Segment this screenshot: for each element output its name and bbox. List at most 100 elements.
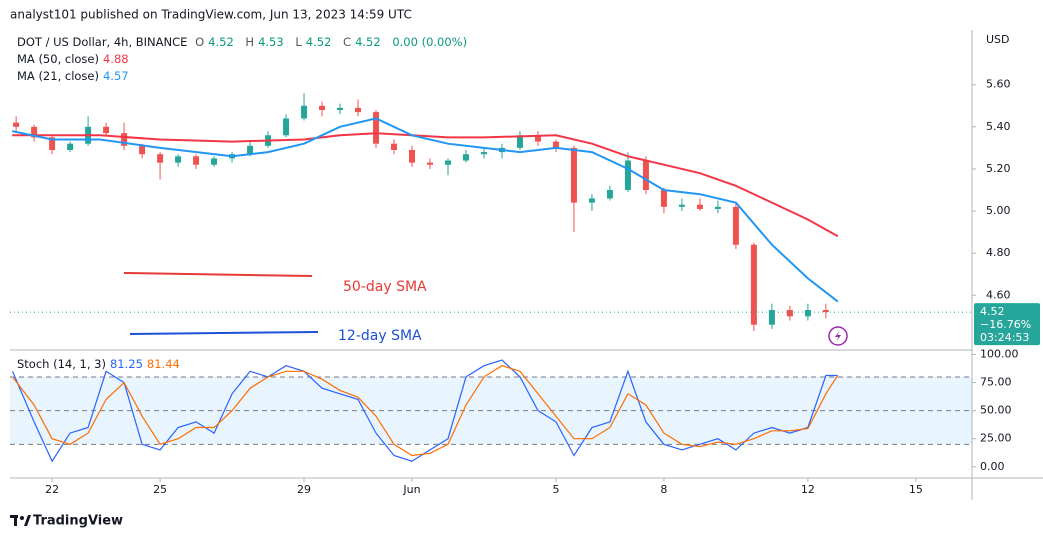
y-tick-label: 0.00 (980, 460, 1005, 473)
candle-body (678, 204, 685, 207)
candle-body (121, 133, 128, 146)
candle-body (157, 154, 164, 163)
ohlc-key: L (295, 35, 302, 49)
y-tick-label: 5.40 (986, 120, 1011, 133)
legend-value: 4.88 (102, 52, 129, 66)
y-tick-label: 50.00 (980, 404, 1012, 417)
candle-body (49, 137, 56, 150)
candle-body (211, 158, 218, 165)
ohlc-value: 4.52 (208, 35, 234, 49)
ohlc: C 4.52 (343, 35, 385, 49)
candle-body (822, 310, 829, 313)
countdown: 03:24:53 (980, 331, 1029, 344)
last-price-box (974, 303, 1040, 346)
legend-label: MA (50, close) (17, 52, 99, 66)
candle-body (750, 244, 757, 325)
x-tick-label: 5 (552, 483, 559, 496)
candle-body (391, 143, 398, 150)
candle-body (103, 126, 110, 134)
x-tick-label: 15 (909, 483, 923, 496)
candle-body (373, 112, 380, 144)
y-tick-label: 5.60 (986, 78, 1011, 91)
candle-body (247, 145, 254, 155)
x-tick-label: Jun (402, 483, 420, 496)
candle-body (660, 190, 667, 207)
legend-row: MA (50, close) 4.88 (17, 52, 133, 66)
candle-body (768, 310, 775, 325)
legend-row: MA (21, close) 4.57 (17, 69, 133, 83)
candle-body (606, 190, 613, 199)
ohlc: L 4.52 (295, 35, 335, 49)
series-line (11, 117, 839, 303)
ohlc-value: 4.52 (305, 35, 332, 49)
candle-body (283, 118, 290, 136)
candle-body (714, 206, 721, 209)
alert-icon (828, 326, 848, 346)
candle-body (516, 135, 523, 148)
y-tick-label: 100.00 (980, 347, 1019, 360)
candle-body (786, 310, 793, 317)
x-tick-label: 25 (153, 483, 167, 496)
ohlc-key: C (343, 35, 352, 49)
change: 0.00 (0.00%) (392, 35, 468, 49)
x-tick-label: 8 (660, 483, 667, 496)
symbol: DOT / US Dollar, 4h, BINANCE (17, 35, 188, 49)
candle-body (355, 107, 362, 113)
candle-body (426, 162, 433, 165)
drawn-line (129, 331, 319, 335)
candle-body (337, 107, 344, 110)
header: analyst101 published on TradingView.com,… (10, 8, 412, 22)
series-line (11, 359, 838, 463)
candle-body (804, 310, 811, 317)
ohlc-key: O (195, 35, 205, 49)
legend-row: Stoch (14, 1, 3) 81.25 81.44 (17, 357, 184, 371)
last-price-label: 4.52 (980, 305, 1005, 318)
legend-value: 4.57 (102, 69, 129, 83)
ohlc-value: 4.52 (355, 35, 381, 49)
logo-icon (10, 515, 31, 526)
annotation: 12-day SMA (338, 328, 422, 344)
candle-body (480, 152, 487, 155)
candle-body (139, 145, 146, 155)
candle-body (642, 160, 649, 190)
legend-label: MA (21, close) (17, 69, 99, 83)
y-tick-label: 4.80 (986, 246, 1011, 259)
candle-body (409, 150, 416, 163)
candle-body (193, 156, 200, 165)
legend-label: Stoch (14, 1, 3) (17, 357, 106, 371)
ohlc-value: 4.53 (258, 35, 284, 49)
candle-body (31, 126, 38, 138)
candle-body (13, 122, 20, 127)
candle-body (696, 204, 703, 209)
candle-body (552, 141, 559, 148)
candle-body (588, 198, 595, 203)
change-label: −16.76% (980, 318, 1031, 331)
candle-body (301, 105, 308, 119)
series-line (12, 365, 839, 457)
candle-body (175, 156, 182, 163)
y-tick-label: 25.00 (980, 432, 1012, 445)
legend-row: DOT / US Dollar, 4h, BINANCE O 4.52 H 4.53… (17, 35, 471, 49)
annotation: 50-day SMA (343, 279, 427, 295)
logo-text: TradingView (33, 514, 123, 529)
candle-body (624, 160, 631, 190)
y-tick-label: 5.20 (986, 162, 1011, 175)
x-tick-label: 22 (45, 483, 59, 496)
drawn-line (123, 272, 313, 277)
candle-body (570, 147, 577, 203)
series-line (12, 132, 839, 238)
legend-value: 81.44 (146, 357, 180, 371)
ohlc: H 4.53 (245, 35, 287, 49)
y-tick-label: 4.60 (986, 288, 1011, 301)
legend-value: 81.25 (109, 357, 143, 371)
axis-unit: USD (986, 33, 1010, 46)
y-tick-label: 75.00 (980, 376, 1012, 389)
candle-body (444, 160, 451, 165)
candle-body (534, 135, 541, 142)
ohlc: O 4.52 (195, 35, 238, 49)
candle-body (67, 143, 74, 150)
candle-body (732, 206, 739, 245)
